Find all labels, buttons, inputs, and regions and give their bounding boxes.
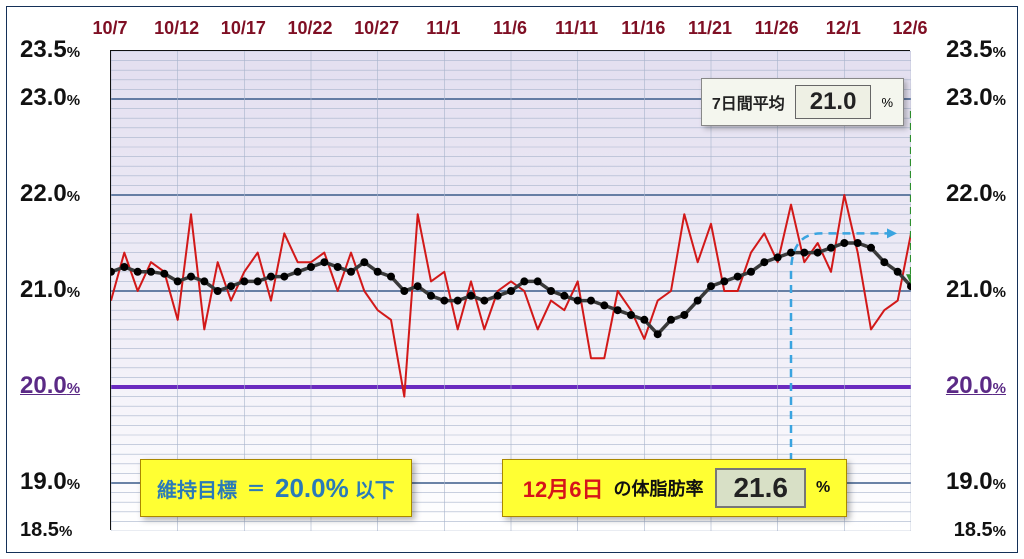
x-tick-label: 10/27 bbox=[354, 18, 399, 39]
x-tick-label: 11/1 bbox=[426, 18, 460, 39]
avg-callout-value: 21.0 bbox=[795, 85, 872, 119]
y-tick-label: 22.0% bbox=[20, 182, 100, 206]
today-value: 21.6 bbox=[715, 468, 806, 508]
avg-callout-box: 7日間平均 21.0 % bbox=[701, 78, 904, 126]
x-tick-label: 10/22 bbox=[287, 18, 332, 39]
avg-callout-label: 7日間平均 bbox=[712, 90, 785, 114]
today-date: 12月6日 bbox=[519, 472, 608, 504]
x-tick-label: 12/1 bbox=[826, 18, 861, 39]
x-axis-labels: 10/710/1210/1710/2210/2711/111/611/1111/… bbox=[110, 18, 910, 42]
x-tick-label: 11/26 bbox=[755, 18, 799, 39]
target-callout-box: 維持目標 ＝ 20.0% 以下 bbox=[140, 459, 412, 517]
y-tick-label: 20.0% bbox=[20, 374, 100, 398]
x-tick-label: 10/7 bbox=[92, 18, 127, 39]
y-tick-label: 19.0% bbox=[20, 470, 100, 494]
x-tick-label: 10/12 bbox=[154, 18, 199, 39]
y-tick-label: 21.0% bbox=[926, 278, 1006, 302]
y-tick-label: 21.0% bbox=[20, 278, 100, 302]
y-tick-label: 23.0% bbox=[20, 86, 100, 110]
x-tick-label: 11/21 bbox=[688, 18, 732, 39]
today-unit: % bbox=[816, 479, 830, 497]
x-tick-label: 12/6 bbox=[892, 18, 927, 39]
y-tick-label: 23.5% bbox=[926, 38, 1006, 62]
y-tick-label: 23.0% bbox=[926, 86, 1006, 110]
target-label: 維持目標 bbox=[157, 474, 237, 503]
y-tick-label: 19.0% bbox=[926, 470, 1006, 494]
today-callout-box: 12月6日 の体脂肪率 21.6 % bbox=[502, 459, 847, 517]
x-tick-label: 10/17 bbox=[221, 18, 266, 39]
target-suffix: 以下 bbox=[355, 474, 395, 503]
x-tick-label: 11/16 bbox=[621, 18, 665, 39]
bottom-callouts: 維持目標 ＝ 20.0% 以下 12月6日 の体脂肪率 21.6 % bbox=[140, 459, 847, 517]
y-tick-label: 18.5% bbox=[20, 520, 100, 540]
y-tick-label: 18.5% bbox=[926, 520, 1006, 540]
today-label: の体脂肪率 bbox=[613, 475, 703, 501]
x-tick-label: 11/11 bbox=[555, 18, 598, 39]
target-value: 20.0% bbox=[275, 473, 349, 504]
target-equals: ＝ bbox=[243, 475, 269, 501]
x-tick-label: 11/6 bbox=[493, 18, 527, 39]
avg-callout-unit: % bbox=[881, 95, 893, 110]
y-tick-label: 23.5% bbox=[20, 38, 100, 62]
y-tick-label: 22.0% bbox=[926, 182, 1006, 206]
y-tick-label: 20.0% bbox=[926, 374, 1006, 398]
